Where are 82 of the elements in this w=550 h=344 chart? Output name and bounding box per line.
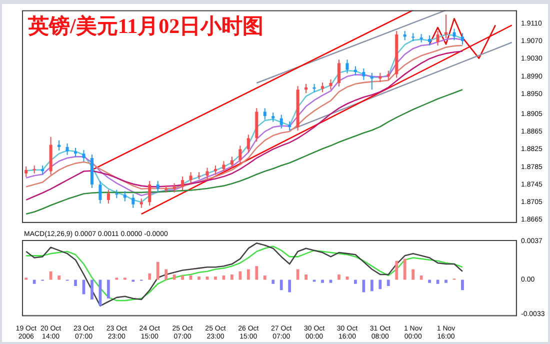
bar xyxy=(329,280,332,283)
candlestick xyxy=(222,160,226,174)
bar xyxy=(338,274,340,280)
bar xyxy=(148,273,152,280)
bar xyxy=(436,280,440,284)
candlestick xyxy=(238,145,242,164)
candlestick xyxy=(156,180,160,193)
bar xyxy=(74,280,77,286)
bar xyxy=(58,276,60,280)
bar xyxy=(49,271,52,280)
bar xyxy=(107,280,110,298)
bar xyxy=(403,258,406,280)
bar xyxy=(461,280,464,290)
candlestick xyxy=(214,165,217,176)
bar xyxy=(296,269,300,280)
bar xyxy=(246,269,250,280)
bar xyxy=(198,276,200,280)
bar xyxy=(304,274,308,280)
bar xyxy=(370,280,374,292)
bar xyxy=(362,280,366,292)
candlestick xyxy=(288,120,292,132)
bar xyxy=(428,280,431,283)
bar xyxy=(164,269,168,280)
candlestick xyxy=(189,172,192,184)
candlestick xyxy=(148,180,152,206)
candlestick xyxy=(444,14,448,38)
candlestick xyxy=(24,166,28,178)
candlestick xyxy=(378,72,382,83)
bar xyxy=(156,262,160,280)
candlestick xyxy=(41,165,44,176)
chart-title: 英镑/美元11月02日小时图 xyxy=(28,13,264,40)
candlestick xyxy=(403,30,406,41)
candlestick xyxy=(346,59,349,74)
candlestick xyxy=(272,112,275,122)
candlestick xyxy=(354,66,357,76)
candlestick xyxy=(246,134,250,154)
candlestick xyxy=(452,28,456,41)
candlestick xyxy=(140,198,143,208)
candlestick xyxy=(428,34,432,46)
bar xyxy=(288,280,292,292)
candlestick xyxy=(263,108,266,120)
bar xyxy=(420,276,423,280)
bar xyxy=(321,280,324,283)
bar xyxy=(90,280,94,300)
bar xyxy=(280,280,283,290)
candlestick xyxy=(181,176,184,191)
bar xyxy=(412,269,415,280)
candlestick xyxy=(98,180,102,204)
bar xyxy=(395,260,398,280)
candlestick xyxy=(337,59,340,88)
candlestick xyxy=(436,30,440,46)
candlestick xyxy=(304,83,308,94)
candlestick xyxy=(460,32,464,46)
bar xyxy=(444,280,448,283)
candlestick xyxy=(74,147,78,158)
candlestick xyxy=(66,142,69,156)
bar xyxy=(238,271,242,280)
bar xyxy=(272,280,275,284)
candlestick xyxy=(370,72,374,90)
candlestick xyxy=(132,194,135,208)
candlestick xyxy=(362,68,366,80)
bar xyxy=(354,280,357,284)
bar xyxy=(32,280,36,284)
candlestick xyxy=(329,78,332,90)
bar xyxy=(230,274,234,280)
bar xyxy=(214,276,217,280)
bar xyxy=(378,280,382,290)
candlestick xyxy=(106,189,110,204)
bar xyxy=(181,276,184,280)
candlestick xyxy=(230,156,234,169)
candlestick xyxy=(172,182,176,193)
bar xyxy=(255,266,258,280)
candlestick xyxy=(280,114,283,129)
bar xyxy=(263,276,266,280)
candlestick xyxy=(58,140,61,152)
bar xyxy=(172,274,176,280)
bar xyxy=(386,280,390,286)
candlestick xyxy=(321,82,324,93)
candlestick xyxy=(82,150,86,162)
candlestick xyxy=(386,70,390,80)
candlestick xyxy=(206,167,209,180)
candlestick xyxy=(123,190,126,202)
